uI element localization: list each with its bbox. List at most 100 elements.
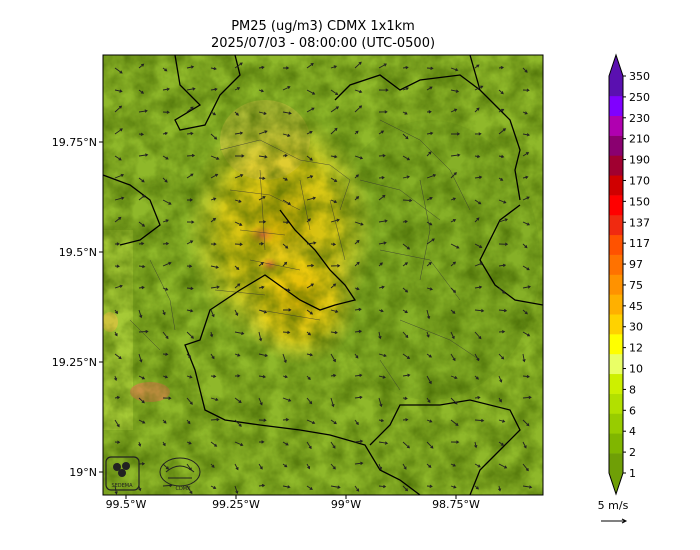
colorbar-segment — [609, 115, 623, 136]
wind-arrow — [186, 286, 194, 291]
x-tick-label: 98.75°W — [432, 498, 480, 511]
wind-arrow — [114, 196, 125, 201]
wind-arrow — [114, 128, 123, 135]
wind-arrow — [210, 397, 219, 402]
colorbar-label: 8 — [629, 383, 636, 396]
wind-arrow — [378, 176, 385, 180]
wind-arrow — [402, 287, 409, 293]
wind-arrow — [114, 284, 123, 289]
wind-arrow — [522, 441, 527, 449]
wind-arrow — [378, 194, 386, 201]
wind-arrow — [474, 441, 478, 449]
wind-arrow — [306, 155, 313, 161]
colorbar-segment — [609, 214, 623, 236]
wind-arrow — [330, 330, 338, 335]
wind-arrow — [186, 485, 193, 495]
wind-arrow — [282, 66, 290, 70]
colorbar-label: 12 — [629, 342, 643, 355]
wind-arrow — [450, 219, 457, 223]
colorbar-segment — [609, 195, 623, 216]
wind-arrow — [162, 241, 170, 246]
wind-arrow — [162, 155, 169, 160]
wind-arrow — [474, 331, 482, 340]
wind-arrow — [378, 463, 382, 471]
wind-arrow — [330, 218, 340, 223]
wind-arrow — [282, 485, 291, 489]
y-tick-label: 19°N — [69, 466, 97, 479]
wind-arrow — [450, 375, 458, 380]
wind-arrow — [186, 375, 193, 379]
wind-arrow — [474, 395, 481, 400]
wind-arrow — [162, 219, 169, 223]
wind-arrow — [306, 397, 313, 405]
wind-arrow — [258, 483, 266, 488]
colorbar-label: 4 — [629, 425, 636, 438]
wind-arrow — [474, 485, 480, 490]
wind-arrow — [234, 397, 242, 404]
wind-arrow — [474, 463, 481, 468]
wind-arrow — [138, 441, 142, 447]
wind-arrow — [498, 375, 503, 383]
colorbar-label: 2 — [629, 446, 636, 459]
wind-arrow — [282, 153, 288, 158]
colorbar-label: 1 — [629, 467, 636, 480]
wind-arrow — [234, 485, 239, 494]
wind-arrow — [474, 243, 483, 249]
wind-arrow — [402, 198, 413, 203]
wind-arrow — [162, 87, 170, 91]
wind-arrow — [522, 221, 531, 226]
wind-arrow — [522, 196, 530, 201]
wind-arrow — [186, 240, 194, 245]
wind-arrow — [378, 110, 388, 114]
wind-arrow — [114, 67, 123, 74]
wind-arrow — [306, 89, 316, 95]
wind-arrow — [354, 461, 364, 465]
wind-arrow — [282, 261, 288, 267]
wind-arrow — [378, 418, 385, 423]
wind-arrow — [234, 419, 242, 427]
wind-arrow — [114, 216, 122, 223]
colorbar-label: 150 — [629, 195, 650, 208]
wind-arrow — [498, 65, 505, 70]
wind-arrow — [498, 397, 502, 403]
wind-arrow — [258, 418, 267, 422]
wind-arrow — [282, 177, 288, 181]
wind-arrow — [474, 175, 483, 179]
wind-arrow — [138, 375, 146, 380]
wind-arrow — [258, 353, 269, 358]
wind-arrow — [138, 194, 146, 201]
colorbar-segment — [609, 353, 623, 375]
wind-arrow — [522, 463, 529, 472]
colorbar-segment — [609, 433, 623, 454]
wind-arrow — [282, 418, 290, 422]
wind-arrow — [138, 353, 143, 363]
wind-arrow — [258, 130, 268, 135]
wind-arrow — [450, 463, 456, 467]
wind-arrow — [426, 221, 433, 226]
wind-arrow — [258, 242, 265, 246]
colorbar-segment — [609, 413, 623, 434]
wind-arrow — [426, 86, 433, 91]
wind-arrow — [210, 285, 220, 289]
wind-arrow — [234, 111, 239, 116]
wind-arrow — [354, 174, 360, 179]
wind-arrow — [450, 309, 456, 314]
wind-arrow — [306, 309, 314, 315]
wind-arrow — [354, 221, 364, 226]
wind-arrow — [378, 262, 383, 267]
wind-arrow — [138, 177, 145, 183]
wind-arrow — [330, 373, 337, 378]
wind-arrow — [186, 353, 192, 359]
wind-arrow — [402, 373, 411, 377]
wind-arrow — [426, 131, 434, 135]
wind-arrow — [234, 242, 243, 246]
wind-arrow — [282, 353, 287, 364]
x-tick-label: 99.25°W — [212, 498, 260, 511]
wind-arrow — [282, 375, 288, 379]
wind-arrow — [330, 199, 338, 204]
wind-arrow — [234, 353, 241, 357]
wind-arrow — [138, 132, 145, 136]
wind-arrow — [114, 395, 121, 400]
wind-arrow — [378, 375, 386, 379]
